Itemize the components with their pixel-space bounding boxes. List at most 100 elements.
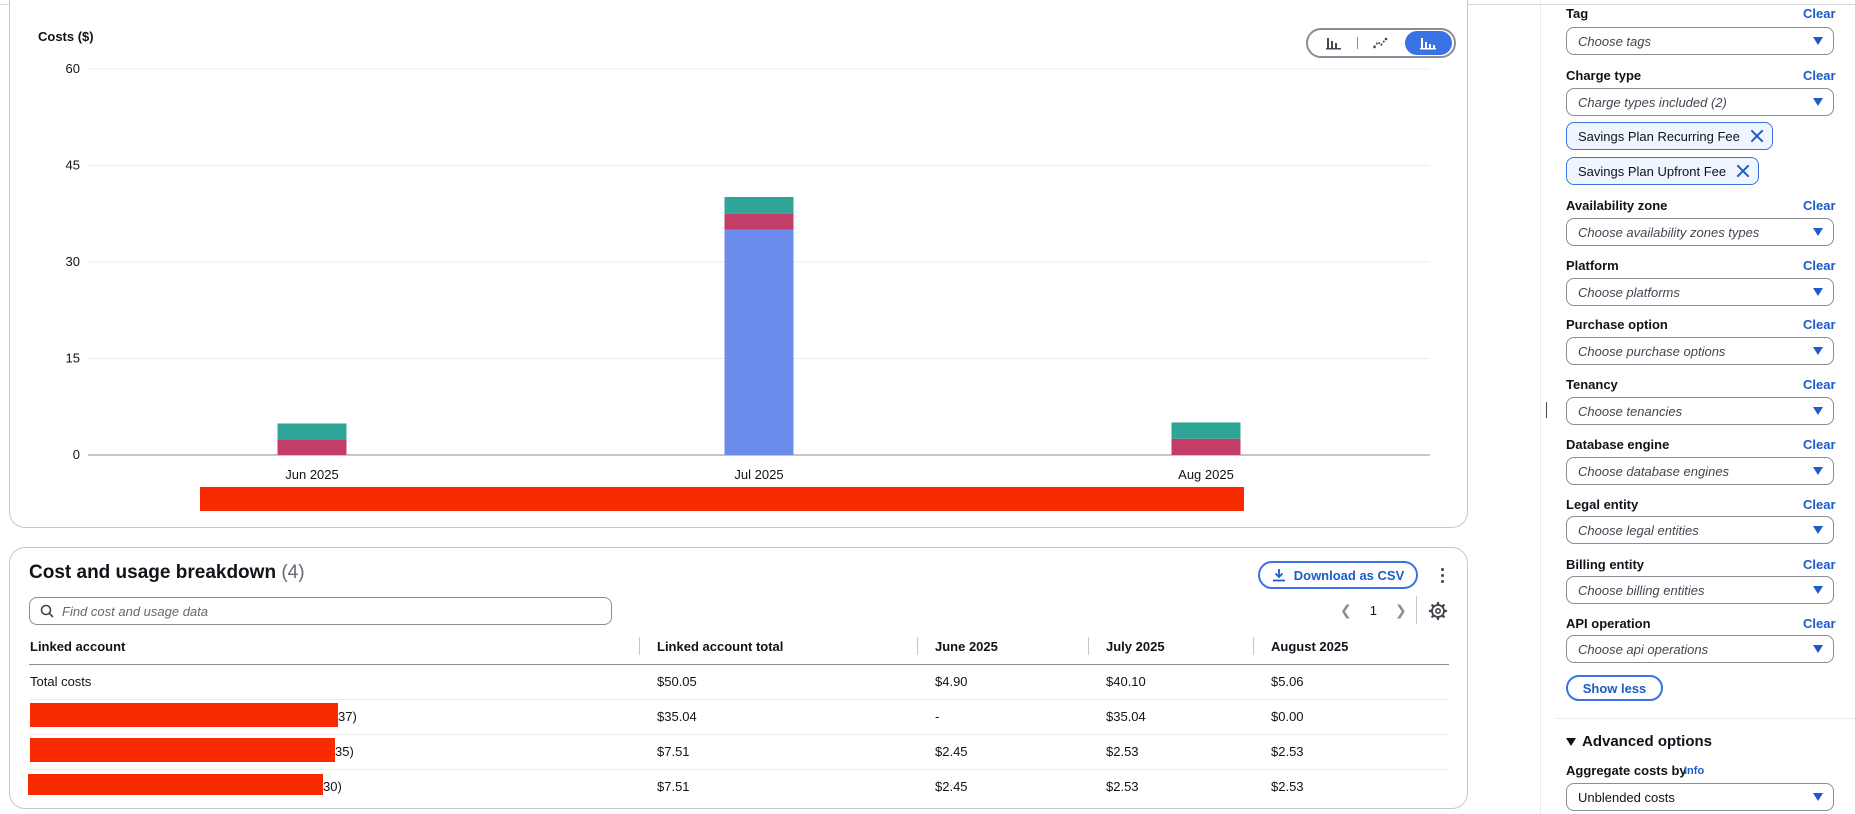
bar-segment[interactable] (277, 423, 347, 440)
filter-label-tenancy: Tenancy (1566, 377, 1618, 392)
bar-chart-button[interactable] (1310, 31, 1357, 55)
clear-billing-entity-link[interactable]: Clear (1803, 557, 1836, 572)
bar-segment[interactable] (1171, 422, 1241, 439)
row-total-account: Total costs (30, 674, 92, 689)
row-2-jul: $2.53 (1106, 744, 1139, 759)
caret-down-icon (1813, 645, 1823, 653)
row-2-aug: $2.53 (1271, 744, 1304, 759)
more-actions-icon[interactable] (1432, 562, 1452, 588)
charge-type-select-value: Charge types included (2) (1578, 94, 1727, 110)
aggregate-costs-select[interactable]: Unblended costs (1566, 783, 1834, 811)
remove-token-icon[interactable] (1736, 164, 1750, 178)
clear-database-engine-link[interactable]: Clear (1803, 437, 1836, 452)
y-tick-label: 45 (66, 158, 80, 173)
clear-platform-link[interactable]: Clear (1803, 258, 1836, 273)
info-link[interactable]: Info (1684, 765, 1705, 777)
platform-select[interactable]: Choose platforms (1566, 278, 1834, 306)
token-savings-plan-recurring-fee: Savings Plan Recurring Fee (1566, 122, 1773, 150)
bar-segment[interactable] (724, 197, 794, 214)
filter-label-purchase-option: Purchase option (1566, 317, 1668, 332)
clear-tenancy-link[interactable]: Clear (1803, 377, 1836, 392)
redacted-account-name (28, 774, 323, 795)
next-page-icon[interactable]: ❯ (1394, 602, 1407, 618)
row-1-total: $35.04 (657, 709, 697, 724)
advanced-options-toggle[interactable]: Advanced options (1566, 733, 1712, 750)
row-1-account: 37) (338, 709, 357, 724)
col-divider[interactable] (1253, 637, 1254, 655)
chart-type-toggle[interactable] (1306, 28, 1456, 58)
row-1-aug: $0.00 (1271, 709, 1304, 724)
row-3-jul: $2.53 (1106, 779, 1139, 794)
billing-entity-select[interactable]: Choose billing entities (1566, 576, 1834, 604)
text-cursor (1546, 402, 1547, 418)
tenancy-select[interactable]: Choose tenancies (1566, 397, 1834, 425)
line-chart-button[interactable] (1358, 31, 1405, 55)
bar-segment[interactable] (277, 439, 347, 455)
clear-charge-type-link[interactable]: Clear (1803, 68, 1836, 83)
download-csv-button[interactable]: Download as CSV (1258, 561, 1418, 589)
gear-icon[interactable] (1428, 601, 1448, 621)
clear-purchase-option-link[interactable]: Clear (1803, 317, 1836, 332)
bar-segment[interactable] (1171, 438, 1241, 455)
filter-label-api-operation: API operation (1566, 616, 1651, 631)
bar-segment[interactable] (724, 213, 794, 230)
row-3-jun: $2.45 (935, 779, 968, 794)
filter-label-database-engine: Database engine (1566, 437, 1670, 452)
col-header-july-2025[interactable]: July 2025 (1106, 639, 1165, 654)
col-header-august-2025[interactable]: August 2025 (1271, 639, 1349, 654)
caret-down-icon (1813, 526, 1823, 534)
row-divider (29, 734, 1449, 735)
col-header-june-2025[interactable]: June 2025 (935, 639, 998, 654)
filter-label-legal-entity: Legal entity (1566, 497, 1639, 512)
charge-type-select[interactable]: Charge types included (2) (1566, 88, 1834, 116)
redacted-account-name (30, 703, 338, 727)
redacted-legend (200, 487, 1244, 511)
legal-entity-select[interactable]: Choose legal entities (1566, 516, 1834, 544)
caret-down-icon (1813, 228, 1823, 236)
col-header-linked-account[interactable]: Linked account (30, 639, 126, 654)
clear-legal-entity-link[interactable]: Clear (1803, 497, 1836, 512)
breakdown-title: Cost and usage breakdown (4) (29, 562, 305, 584)
stacked-bar-chart-icon (1420, 38, 1437, 50)
database-engine-select[interactable]: Choose database engines (1566, 457, 1834, 485)
show-less-button[interactable]: Show less (1566, 675, 1663, 701)
caret-down-icon (1813, 407, 1823, 415)
tenancy-placeholder: Choose tenancies (1578, 403, 1683, 419)
bar-segment[interactable] (724, 229, 794, 455)
filter-label-availability-zone: Availability zone (1566, 198, 1668, 213)
caret-down-icon (1813, 347, 1823, 355)
download-csv-label: Download as CSV (1293, 567, 1405, 583)
api-operation-select[interactable]: Choose api operations (1566, 635, 1834, 663)
row-2-total: $7.51 (657, 744, 690, 759)
caret-down-icon (1813, 98, 1823, 106)
row-total-aug: $5.06 (1271, 674, 1304, 689)
row-total-total: $50.05 (657, 674, 697, 689)
y-tick-label: 15 (66, 351, 80, 366)
pagination: ❮ 1 ❯ (1340, 602, 1407, 619)
caret-down-icon (1813, 288, 1823, 296)
current-page[interactable]: 1 (1369, 603, 1377, 618)
caret-down-icon (1566, 737, 1576, 746)
clear-api-operation-link[interactable]: Clear (1803, 616, 1836, 631)
col-header-linked-account-total[interactable]: Linked account total (657, 639, 784, 654)
database-engine-placeholder: Choose database engines (1578, 463, 1730, 479)
y-tick-label: 0 (73, 447, 80, 462)
previous-page-icon[interactable]: ❮ (1340, 602, 1352, 618)
availability-zone-select[interactable]: Choose availability zones types (1566, 218, 1834, 246)
row-2-account: 35) (335, 744, 354, 759)
col-divider[interactable] (639, 637, 640, 655)
stacked-bar-chart-button[interactable] (1404, 31, 1452, 55)
col-divider[interactable] (1088, 637, 1089, 655)
advanced-divider (1556, 718, 1855, 719)
x-tick-label: Jul 2025 (734, 467, 783, 482)
remove-token-icon[interactable] (1750, 129, 1764, 143)
header-rule (29, 664, 1449, 665)
search-input[interactable]: Find cost and usage data (29, 597, 612, 625)
col-divider[interactable] (917, 637, 918, 655)
clear-tag-link[interactable]: Clear (1803, 6, 1836, 21)
row-1-jul: $35.04 (1106, 709, 1146, 724)
token-label: Savings Plan Upfront Fee (1578, 163, 1727, 179)
tag-select[interactable]: Choose tags (1566, 27, 1834, 55)
purchase-option-select[interactable]: Choose purchase options (1566, 337, 1834, 365)
clear-availability-zone-link[interactable]: Clear (1803, 198, 1836, 213)
